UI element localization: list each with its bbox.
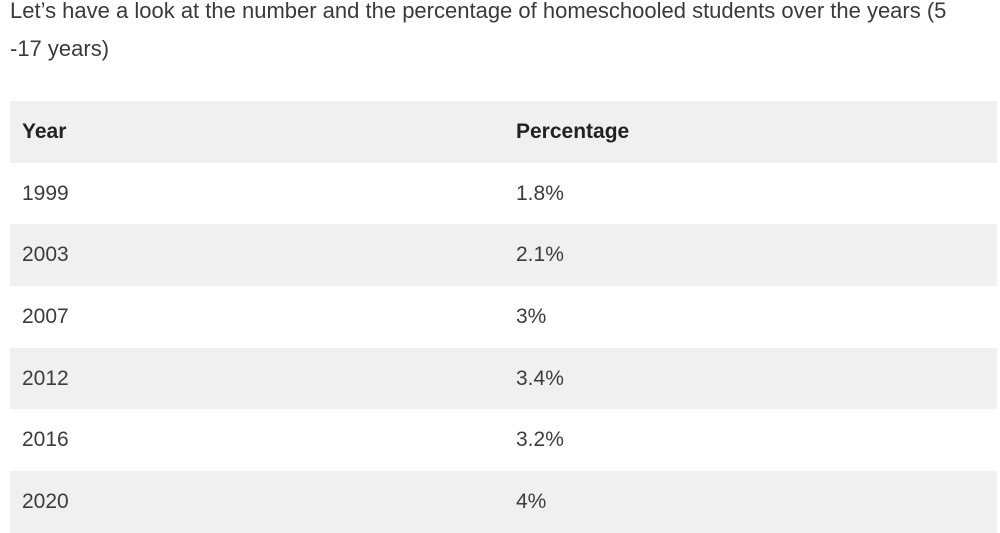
percentage-cell: 4% — [516, 489, 547, 513]
header-percentage: Percentage — [516, 119, 630, 143]
percentage-cell: 1.8% — [516, 181, 564, 205]
year-cell: 2007 — [22, 304, 69, 328]
percentage-cell: 3% — [516, 304, 547, 328]
intro-paragraph: Let’s have a look at the number and the … — [10, 0, 947, 61]
header-year: Year — [22, 119, 67, 143]
year-cell: 1999 — [22, 181, 69, 205]
table-row: 2016 3.2% — [10, 409, 997, 472]
year-cell: 2016 — [22, 428, 69, 452]
table-header-row: Year Percentage — [10, 101, 997, 163]
percentage-cell: 3.4% — [516, 366, 564, 390]
percentage-cell: 2.1% — [516, 243, 564, 267]
year-cell: 2003 — [22, 243, 69, 267]
year-cell: 2012 — [22, 366, 69, 390]
table-row: 2003 2.1% — [10, 224, 997, 287]
table-row: 1999 1.8% — [10, 162, 997, 225]
homeschool-percentage-table: Year Percentage 1999 1.8% 2003 2.1% 2007… — [10, 101, 997, 533]
table-row: 2020 4% — [10, 471, 997, 533]
percentage-cell: 3.2% — [516, 428, 564, 452]
table-row: 2012 3.4% — [10, 347, 997, 410]
table-row: 2007 3% — [10, 286, 997, 348]
year-cell: 2020 — [22, 489, 69, 513]
